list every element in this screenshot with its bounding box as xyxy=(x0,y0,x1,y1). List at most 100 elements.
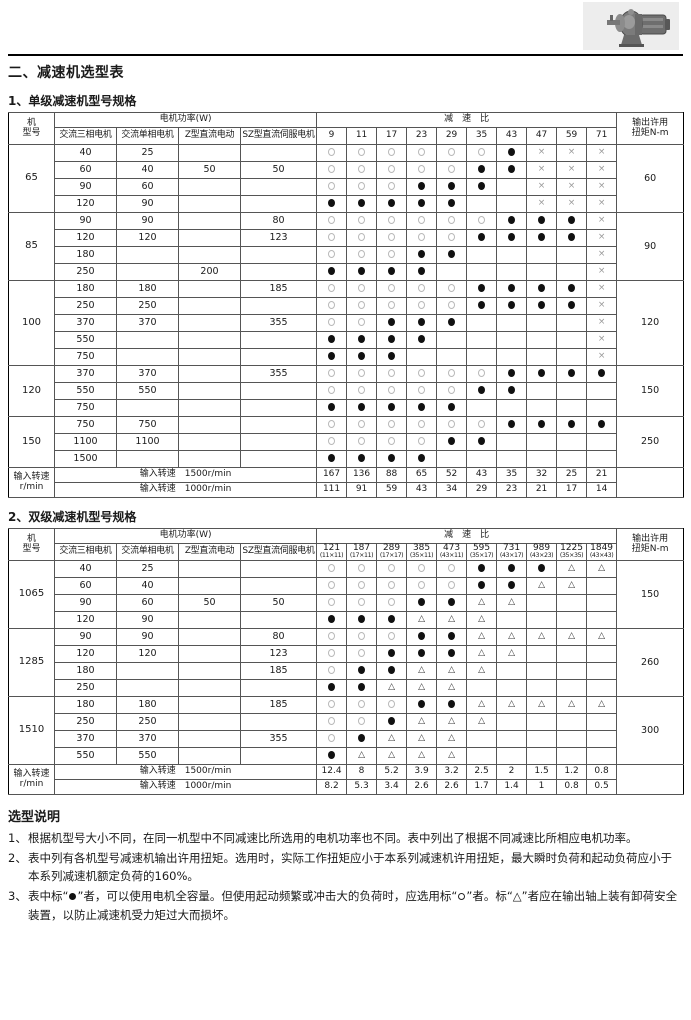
symbol-filled-circle xyxy=(328,199,336,208)
th2-ac-single-phase: 交流单相电机 xyxy=(116,543,179,561)
cell-hollow-circle xyxy=(316,229,348,247)
cell-empty xyxy=(496,747,528,765)
symbol-triangle: △ xyxy=(448,749,455,760)
cell-hollow-circle xyxy=(436,560,468,578)
cell-triangle: △ xyxy=(556,696,588,714)
ratio-value: 385 xyxy=(412,543,431,554)
note-item: 2、 表中列有各机型号减速机输出许用扭矩。选用时，实际工作扭矩应小于本系列减速机许… xyxy=(8,849,681,886)
cell-power-dc-z xyxy=(178,144,241,162)
symbol-hollow-circle xyxy=(328,148,336,157)
symbol-hollow-circle xyxy=(418,233,426,242)
symbol-filled-circle xyxy=(508,386,516,395)
cell-hollow-circle xyxy=(316,577,348,595)
symbol-hollow-circle xyxy=(388,437,396,446)
cell-empty xyxy=(586,747,618,765)
symbol-triangle: △ xyxy=(508,630,515,641)
cell-power-ac-three-phase: 180 xyxy=(54,662,117,680)
th2-model: 机 型号 xyxy=(8,528,55,561)
cell-triangle: △ xyxy=(406,679,438,697)
cell-empty xyxy=(556,730,588,748)
cell-power-dc-z xyxy=(178,645,241,663)
cell-filled-circle xyxy=(316,263,348,281)
table1-body: 65 40 25 × × × 60 60 40 50 50 × × × 90 60 × × × 120 90 × × × 85 9… xyxy=(8,144,685,468)
cell-empty xyxy=(526,662,558,680)
symbol-cross: × xyxy=(537,180,546,191)
symbol-hollow-circle xyxy=(448,369,456,378)
cell-speed-blank xyxy=(616,467,685,498)
th2-power-group: 电机功率(W) xyxy=(53,528,318,544)
cell-cross: × xyxy=(586,144,618,162)
symbol-triangle: △ xyxy=(508,698,515,709)
cell-hollow-circle xyxy=(346,365,378,383)
symbol-filled-circle xyxy=(418,632,426,641)
table2-foot: 输入转速 r/min 输入转速 1500r/min 12.4 8 5.2 3.9 3.2 2.… xyxy=(8,764,685,795)
symbol-hollow-circle xyxy=(418,165,426,174)
symbol-hollow-circle xyxy=(418,437,426,446)
cell-power-ac-three-phase: 370 xyxy=(54,730,117,748)
cell-power-ac-single-phase: 370 xyxy=(116,365,179,383)
cell-filled-circle xyxy=(376,348,408,366)
cell-empty xyxy=(496,314,528,332)
ratio-value: 595 xyxy=(472,543,491,554)
symbol-triangle: △ xyxy=(508,596,515,607)
symbol-hollow-circle xyxy=(328,717,336,726)
symbol-filled-circle xyxy=(418,403,426,412)
cell-empty xyxy=(496,679,528,697)
symbol-filled-circle xyxy=(328,352,336,361)
cell-output-speed: 12.4 xyxy=(316,764,348,780)
cell-output-speed: 1.2 xyxy=(556,764,588,780)
cell-empty xyxy=(556,331,588,349)
symbol-filled-circle xyxy=(538,564,546,573)
cell-empty xyxy=(436,450,468,468)
symbol-filled-circle xyxy=(448,250,456,259)
cell-triangle: △ xyxy=(376,730,408,748)
symbol-hollow-circle xyxy=(358,700,366,709)
input-speed-row: 输入转速 1000r/min 8.2 5.3 3.4 2.6 2.6 1.7 1.4 1 0.8 0… xyxy=(9,779,684,795)
cell-power-ac-single-phase xyxy=(116,399,179,417)
symbol-cross: × xyxy=(597,180,606,191)
cell-triangle: △ xyxy=(466,645,498,663)
cell-power-ac-three-phase: 60 xyxy=(54,577,117,595)
symbol-filled-circle xyxy=(448,632,456,641)
ratio-factors: (35×17) xyxy=(469,552,494,560)
cell-hollow-circle xyxy=(316,433,348,451)
cell-cross: × xyxy=(556,178,588,196)
cell-output-speed: 0.8 xyxy=(586,764,618,780)
symbol-filled-circle xyxy=(388,717,396,726)
symbol-filled-circle xyxy=(508,216,516,225)
cell-cross: × xyxy=(526,161,558,179)
cell-hollow-circle xyxy=(376,246,408,264)
symbol-hollow-circle xyxy=(448,420,456,429)
cell-triangle: △ xyxy=(496,594,528,612)
symbol-filled-circle xyxy=(388,649,396,658)
symbol-hollow-circle xyxy=(328,700,336,709)
table1-subhead-row: 交流三相电机 交流单相电机 Z型直流电动 SZ型直流伺服电机 9 11 17 2… xyxy=(9,127,684,145)
cell-empty xyxy=(496,399,528,417)
cell-filled-circle xyxy=(376,331,408,349)
symbol-hollow-circle xyxy=(328,666,336,675)
table-row: 750 × xyxy=(9,348,684,366)
cell-empty xyxy=(496,195,528,213)
cell-power-dc-sz xyxy=(239,577,318,595)
cell-hollow-circle xyxy=(436,280,468,298)
cell-hollow-circle xyxy=(316,696,348,714)
symbol-triangle: △ xyxy=(388,681,395,692)
table1-head: 机 型号 电机功率(W) 减 速 比 输出许用 扭矩N-m 交流三相电机 交流单… xyxy=(8,112,685,145)
cell-power-ac-three-phase: 90 xyxy=(54,178,117,196)
table-row: 550 × xyxy=(9,331,684,349)
cell-power-dc-z xyxy=(178,331,241,349)
cell-power-dc-sz xyxy=(239,433,318,451)
th-torque-line1: 输出许用 xyxy=(632,118,669,129)
symbol-filled-circle xyxy=(328,615,336,624)
cell-empty xyxy=(466,747,498,765)
cell-output-speed: 32 xyxy=(526,467,558,483)
gear-reducer-photo xyxy=(583,2,679,50)
th-ratio-3: 23 xyxy=(406,127,438,145)
th-ratio-8: 59 xyxy=(556,127,588,145)
symbol-triangle: △ xyxy=(598,630,606,641)
symbol-cross: × xyxy=(597,214,606,225)
note-text-part-a: 表中标“ xyxy=(28,888,69,903)
symbol-filled-circle xyxy=(478,564,486,573)
symbol-hollow-circle xyxy=(328,216,336,225)
